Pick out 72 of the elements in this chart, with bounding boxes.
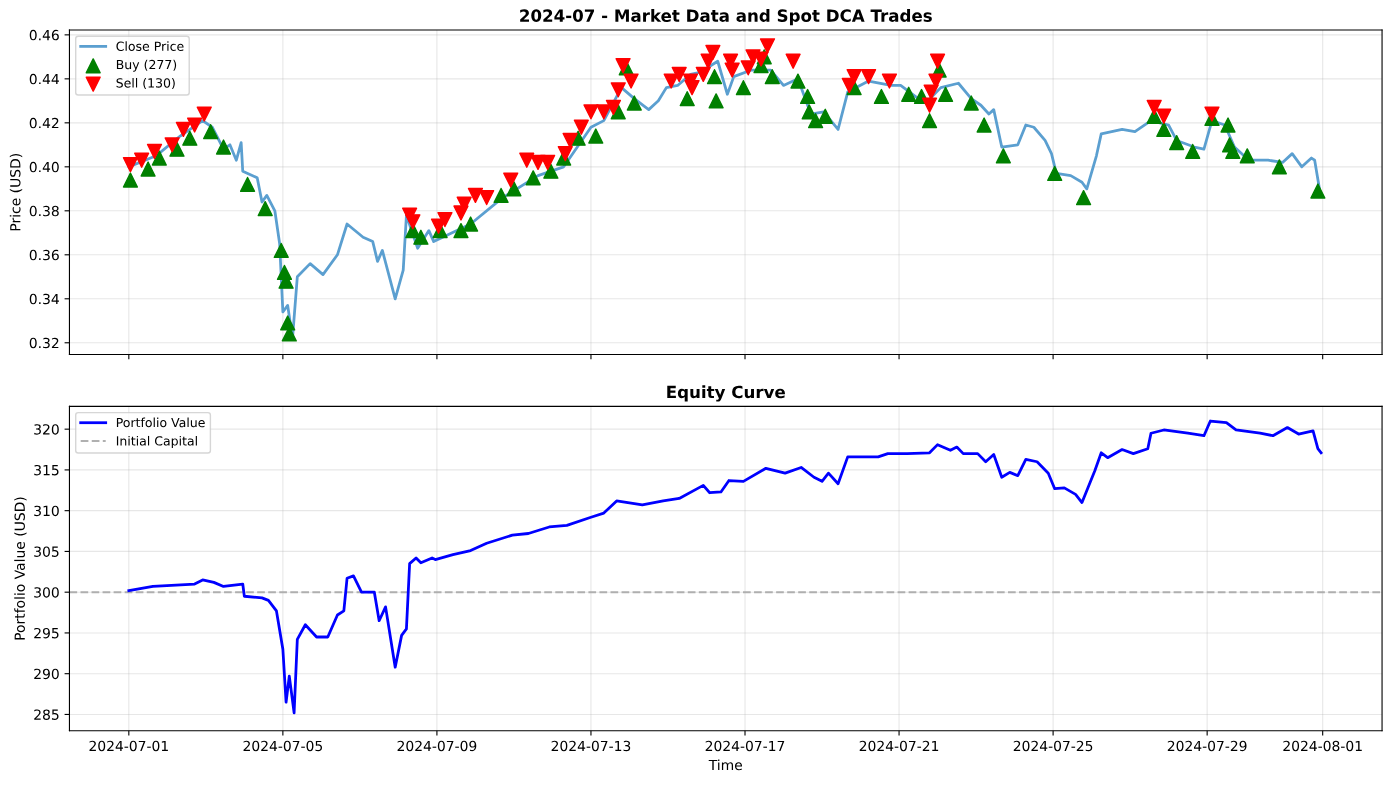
point: [596, 104, 612, 120]
y-tick-label: 315: [34, 464, 59, 476]
y-tick-label: 305: [34, 546, 59, 557]
point: [1146, 99, 1162, 116]
point: [684, 80, 700, 96]
y-axis-title: Portfolio Value (USD): [14, 497, 27, 640]
y-tick-label: 300: [34, 587, 59, 598]
x-tick-label: 2024-07-01: [89, 740, 168, 752]
x-tick-label: 2024-07-17: [705, 740, 785, 752]
y-tick-label: 285: [34, 709, 59, 720]
y-tick-label: 295: [34, 627, 59, 639]
point: [503, 172, 519, 188]
y-tick-label: 0.44: [29, 73, 59, 85]
x-tick-label: 2024-07-25: [1013, 740, 1093, 752]
legend-label: Close Price: [116, 41, 184, 51]
legend-label: Sell (130): [116, 77, 175, 90]
point: [134, 152, 150, 168]
point: [663, 73, 679, 89]
y-tick-label: 0.46: [29, 29, 59, 41]
point: [860, 69, 877, 85]
x-tick-label: 2024-07-29: [1167, 740, 1247, 752]
y-tick-label: 0.32: [29, 337, 59, 349]
point: [1156, 108, 1172, 124]
point: [146, 143, 163, 160]
x-tick-label: 2024-07-13: [551, 740, 631, 752]
point: [921, 97, 938, 113]
point: [724, 62, 740, 78]
point: [196, 106, 212, 122]
point: [671, 66, 687, 83]
point: [1204, 106, 1220, 122]
point: [610, 82, 626, 98]
y-tick-label: 0.34: [29, 293, 59, 305]
point: [929, 53, 946, 69]
point: [785, 53, 801, 69]
point: [605, 99, 622, 116]
y-tick-label: 320: [34, 424, 59, 435]
point: [623, 73, 639, 89]
y-tick-label: 0.38: [29, 205, 59, 217]
legend-label: Initial Capital: [116, 435, 197, 449]
point: [539, 154, 556, 171]
y-tick-label: 0.36: [29, 249, 59, 261]
x-axis-title: Time: [708, 759, 743, 771]
y-tick-label: 0.42: [29, 117, 59, 129]
x-tick-label: 2024-08-01: [1283, 740, 1362, 752]
point: [437, 211, 453, 228]
point: [573, 119, 589, 135]
y-tick-label: 290: [34, 668, 59, 680]
point: [740, 60, 756, 76]
chart-title: 2024-07 - Market Data and Spot DCA Trades: [520, 9, 932, 26]
point: [164, 137, 180, 153]
point: [583, 104, 599, 120]
point: [557, 145, 573, 162]
point: [695, 66, 711, 83]
chart-title: Equity Curve: [667, 385, 785, 402]
point: [846, 69, 862, 85]
y-tick-label: 310: [34, 505, 59, 517]
point: [186, 117, 203, 133]
legend-label: Portfolio Value: [116, 417, 205, 428]
point: [467, 187, 484, 204]
point: [175, 121, 192, 138]
point: [122, 156, 139, 173]
x-tick-label: 2024-07-05: [243, 740, 323, 752]
point: [705, 44, 721, 61]
y-tick-label: 0.40: [29, 161, 59, 173]
y-axis-title: Price (USD): [9, 154, 23, 231]
point: [479, 189, 495, 206]
point: [881, 73, 898, 89]
point: [405, 214, 421, 230]
x-tick-label: 2024-07-21: [859, 740, 939, 752]
point: [759, 38, 776, 54]
x-tick-label: 2024-07-09: [397, 740, 477, 752]
legend-label: Buy (277): [116, 59, 177, 72]
